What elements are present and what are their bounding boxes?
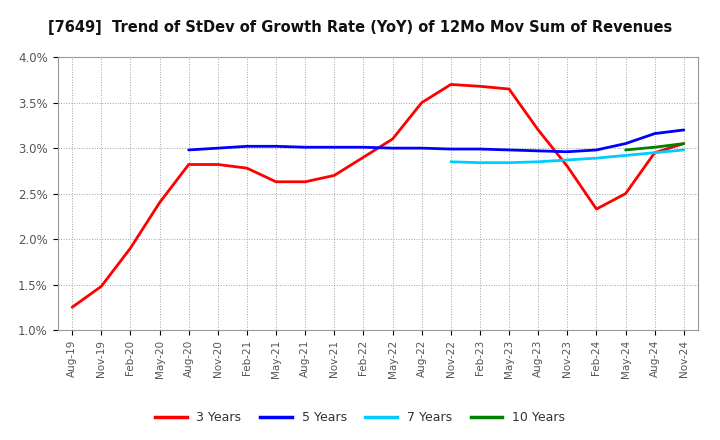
- 3 Years: [243, 165, 251, 171]
- Line: 10 Years: 10 Years: [626, 143, 684, 150]
- Line: 7 Years: 7 Years: [451, 150, 684, 163]
- 7 Years: [592, 155, 600, 161]
- 5 Years: [446, 147, 455, 152]
- 7 Years: [476, 160, 485, 165]
- 3 Years: [271, 179, 280, 184]
- 5 Years: [388, 146, 397, 151]
- Legend: 3 Years, 5 Years, 7 Years, 10 Years: 3 Years, 5 Years, 7 Years, 10 Years: [150, 407, 570, 429]
- 5 Years: [621, 141, 630, 146]
- Line: 3 Years: 3 Years: [72, 84, 684, 307]
- 10 Years: [621, 147, 630, 153]
- 3 Years: [680, 141, 688, 146]
- 5 Years: [243, 144, 251, 149]
- 3 Years: [650, 150, 659, 155]
- 3 Years: [563, 164, 572, 169]
- 5 Years: [563, 149, 572, 154]
- 3 Years: [68, 304, 76, 310]
- 5 Years: [330, 145, 338, 150]
- 5 Years: [505, 147, 513, 153]
- 5 Years: [476, 147, 485, 152]
- 5 Years: [592, 147, 600, 153]
- 5 Years: [680, 127, 688, 132]
- 3 Years: [476, 84, 485, 89]
- 5 Years: [301, 145, 310, 150]
- 3 Years: [156, 200, 164, 205]
- 7 Years: [505, 160, 513, 165]
- 7 Years: [563, 158, 572, 163]
- 5 Years: [650, 131, 659, 136]
- 5 Years: [271, 144, 280, 149]
- 5 Years: [213, 146, 222, 151]
- 7 Years: [680, 147, 688, 153]
- Text: [7649]  Trend of StDev of Growth Rate (YoY) of 12Mo Mov Sum of Revenues: [7649] Trend of StDev of Growth Rate (Yo…: [48, 20, 672, 35]
- 3 Years: [184, 162, 193, 167]
- 3 Years: [97, 284, 106, 289]
- 3 Years: [301, 179, 310, 184]
- 3 Years: [505, 86, 513, 92]
- 7 Years: [621, 153, 630, 158]
- 5 Years: [418, 146, 426, 151]
- 3 Years: [388, 136, 397, 142]
- 7 Years: [446, 159, 455, 165]
- 3 Years: [213, 162, 222, 167]
- 3 Years: [126, 246, 135, 251]
- 7 Years: [534, 159, 543, 165]
- 3 Years: [418, 100, 426, 105]
- Line: 5 Years: 5 Years: [189, 130, 684, 152]
- 7 Years: [650, 150, 659, 155]
- 10 Years: [680, 141, 688, 146]
- 5 Years: [184, 147, 193, 153]
- 3 Years: [592, 206, 600, 212]
- 5 Years: [359, 145, 368, 150]
- 3 Years: [621, 191, 630, 196]
- 5 Years: [534, 148, 543, 154]
- 3 Years: [359, 154, 368, 160]
- 3 Years: [446, 82, 455, 87]
- 10 Years: [650, 145, 659, 150]
- 3 Years: [330, 173, 338, 178]
- 3 Years: [534, 127, 543, 132]
